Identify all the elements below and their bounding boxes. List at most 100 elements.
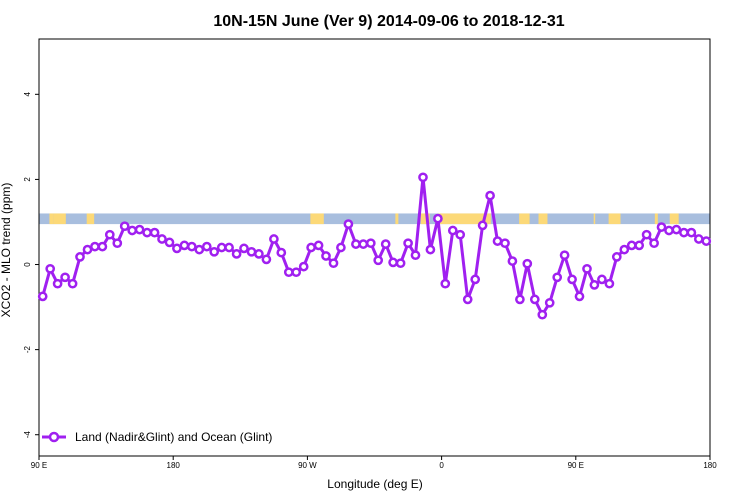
data-point bbox=[351, 239, 361, 249]
y-axis-label: XCO2 - MLO trend (ppm) bbox=[0, 183, 13, 318]
data-point bbox=[559, 250, 570, 261]
data-point bbox=[283, 267, 294, 278]
data-point bbox=[515, 294, 525, 305]
data-point bbox=[104, 229, 115, 240]
data-point bbox=[52, 278, 63, 289]
data-point bbox=[291, 267, 302, 278]
data-point bbox=[67, 278, 78, 289]
data-point bbox=[276, 247, 287, 258]
y-tick-label: -4 bbox=[23, 431, 32, 439]
data-point bbox=[529, 294, 540, 305]
x-tick-label: 90 E bbox=[31, 461, 47, 470]
data-point bbox=[507, 256, 518, 266]
data-point bbox=[701, 236, 712, 246]
land-ocean-mask bbox=[39, 213, 710, 225]
data-point bbox=[403, 238, 413, 249]
data-point bbox=[373, 255, 384, 266]
data-point bbox=[679, 227, 689, 238]
data-point bbox=[254, 249, 264, 259]
x-axis-label: Longitude (deg E) bbox=[327, 477, 422, 491]
data-point bbox=[164, 237, 175, 248]
data-point bbox=[269, 234, 279, 244]
data-point bbox=[306, 242, 316, 253]
data-point bbox=[328, 258, 339, 269]
data-point bbox=[447, 225, 458, 236]
y-tick-label: 4 bbox=[23, 92, 32, 97]
data-point bbox=[671, 224, 682, 235]
data-point bbox=[194, 244, 205, 255]
data-point bbox=[604, 278, 615, 289]
data-point bbox=[343, 219, 354, 229]
data-point bbox=[425, 244, 436, 255]
ocean-band bbox=[39, 213, 710, 225]
data-point bbox=[462, 294, 473, 305]
data-point bbox=[567, 274, 577, 285]
data-point bbox=[75, 252, 85, 262]
land-segment bbox=[654, 213, 658, 225]
y-axis: -4 -2 0 2 4 bbox=[23, 92, 39, 439]
y-tick-label: 0 bbox=[23, 262, 32, 267]
x-tick-label: 180 bbox=[703, 461, 717, 470]
data-point bbox=[641, 229, 652, 240]
data-point bbox=[418, 172, 428, 183]
data-point bbox=[500, 238, 510, 249]
data-point bbox=[358, 239, 369, 249]
plot-frame bbox=[38, 38, 711, 457]
data-point bbox=[224, 242, 234, 253]
land-segment bbox=[669, 213, 679, 225]
data-point bbox=[395, 258, 406, 269]
data-point bbox=[664, 225, 674, 236]
land-segment bbox=[438, 213, 491, 225]
chart-title: 10N-15N June (Ver 9) 2014-09-06 to 2018-… bbox=[213, 13, 564, 30]
land-segment bbox=[608, 213, 621, 225]
data-point bbox=[142, 227, 152, 238]
land-segment bbox=[310, 213, 324, 225]
data-point bbox=[60, 272, 70, 283]
data-point bbox=[37, 291, 48, 302]
data-point bbox=[119, 221, 130, 232]
data-point bbox=[656, 222, 667, 232]
land-segment bbox=[49, 213, 54, 225]
data-point bbox=[470, 274, 481, 285]
land-segment bbox=[86, 213, 95, 225]
data-point bbox=[216, 242, 227, 253]
data-point bbox=[686, 227, 697, 238]
data-point bbox=[522, 258, 533, 269]
data-point bbox=[388, 257, 398, 268]
data-point bbox=[433, 213, 443, 224]
y-tick-label: 2 bbox=[23, 177, 32, 182]
data-point bbox=[597, 274, 607, 285]
data-point bbox=[485, 190, 495, 201]
data-point bbox=[611, 252, 622, 262]
data-point bbox=[582, 263, 592, 274]
data-point bbox=[380, 239, 391, 249]
data-point bbox=[97, 241, 108, 252]
data-point bbox=[201, 241, 212, 252]
land-segment bbox=[53, 213, 66, 225]
data-point bbox=[552, 272, 563, 283]
data-point bbox=[321, 251, 331, 261]
data-point bbox=[365, 238, 376, 249]
data-point bbox=[157, 234, 167, 244]
data-point bbox=[127, 225, 138, 236]
x-axis: 90 E 180 90 W 0 90 E 180 bbox=[31, 456, 717, 470]
data-point bbox=[477, 220, 488, 231]
data-point bbox=[574, 291, 585, 302]
data-point bbox=[313, 240, 324, 251]
data-point bbox=[649, 238, 659, 249]
data-point bbox=[231, 249, 242, 259]
data-point bbox=[537, 309, 548, 320]
data-point bbox=[179, 240, 190, 251]
data-point bbox=[492, 236, 503, 246]
data-point bbox=[440, 278, 451, 289]
data-point bbox=[693, 234, 704, 244]
data-point bbox=[634, 240, 645, 251]
data-point bbox=[410, 250, 421, 261]
data-point bbox=[544, 297, 555, 308]
data-point bbox=[336, 242, 346, 253]
data-point bbox=[619, 244, 630, 255]
data-point bbox=[246, 246, 257, 257]
x-tick-label: 90 W bbox=[298, 461, 317, 470]
data-point bbox=[90, 241, 100, 252]
